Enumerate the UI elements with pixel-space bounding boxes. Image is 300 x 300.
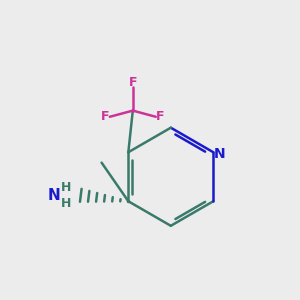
Text: F: F — [101, 110, 109, 123]
Text: H: H — [61, 196, 71, 210]
Text: N: N — [48, 188, 60, 203]
Text: F: F — [156, 110, 165, 123]
Text: H: H — [61, 181, 71, 194]
Text: F: F — [128, 76, 137, 88]
Text: N: N — [214, 147, 226, 161]
